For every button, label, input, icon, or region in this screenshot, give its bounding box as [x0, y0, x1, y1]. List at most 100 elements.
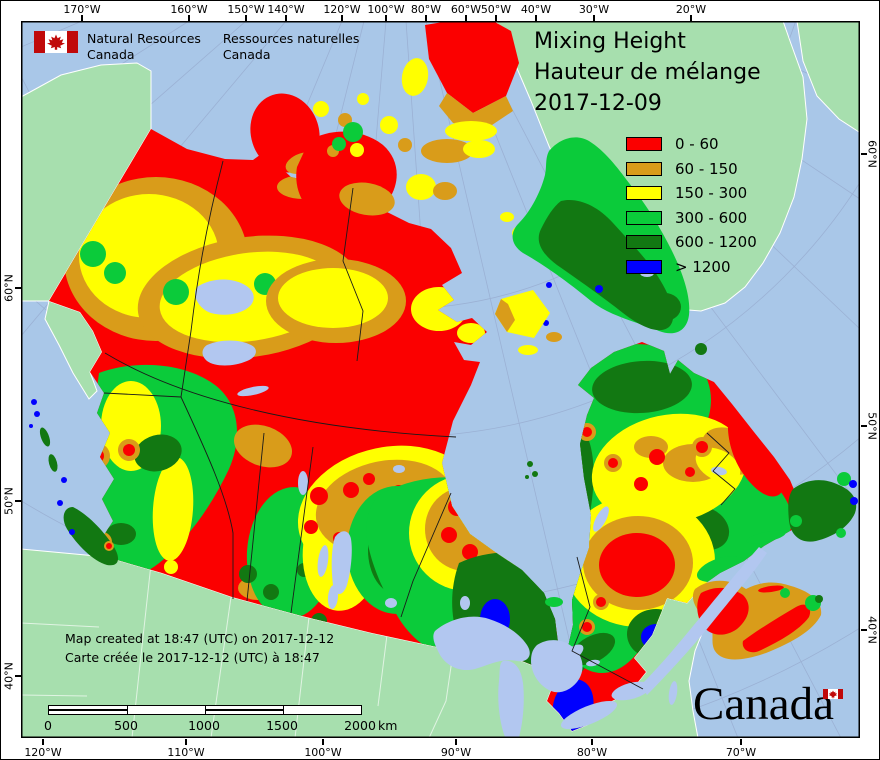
axis-label-bottom: 70°W [725, 746, 757, 759]
axis-label-bottom: 90°W [440, 746, 472, 759]
axis-tick-bottom [455, 739, 457, 745]
legend-label: 150 - 300 [675, 184, 748, 203]
axis-tick-top [81, 15, 83, 21]
axis-label-top: 60°W [450, 3, 482, 16]
pacific-islands [29, 399, 119, 566]
axis-label-top: 150°W [227, 3, 265, 16]
axis-label-top: 30°W [578, 3, 610, 16]
axis-label-right: 50°N [865, 412, 879, 440]
axis-label-top: 50°W [480, 3, 512, 16]
nrcan-en-line1: Natural Resources [87, 31, 201, 46]
legend-swatch [626, 186, 662, 201]
axis-label-top: 140°W [267, 3, 305, 16]
legend-row: 300 - 600 [626, 206, 757, 231]
scale-bar-graphic [48, 705, 362, 715]
map-title: Mixing Height Hauteur de mélange 2017-12… [534, 26, 761, 119]
nrcan-en-line2: Canada [87, 47, 135, 62]
canada-wordmark: Canada [693, 678, 843, 730]
wordmark-flag-icon [823, 689, 843, 699]
scale-number: 1000 [188, 718, 220, 733]
nrcan-fr-line1: Ressources naturelles [222, 31, 360, 46]
axis-label-top: 160°W [170, 3, 208, 16]
scale-bar: km 0 500 1000 1500 2000 [44, 705, 397, 733]
axis-tick-left [15, 287, 21, 289]
legend-swatch [626, 235, 662, 250]
axis-tick-right [861, 153, 867, 155]
axis-label-top: 80°W [410, 3, 442, 16]
credits-french: Carte créée le 2017-12-12 (UTC) à 18:47 [65, 649, 320, 665]
legend-label: > 1200 [675, 257, 731, 276]
axis-label-top: 40°W [520, 3, 552, 16]
map-title-english: Mixing Height [534, 29, 686, 54]
canada-flag-icon [34, 31, 78, 53]
map-credits: Map created at 18:47 (UTC) on 2017-12-12… [65, 630, 334, 667]
legend-label: 0 - 60 [675, 135, 719, 154]
legend-label: 60 - 150 [675, 159, 738, 178]
axis-label-top: 20°W [675, 3, 707, 16]
axis-tick-top [593, 15, 595, 21]
axis-label-top: 100°W [367, 3, 405, 16]
wordmark-text: Canada [693, 678, 834, 730]
axis-tick-left [15, 500, 21, 502]
axis-label-top: 120°W [323, 3, 361, 16]
axis-tick-bottom [591, 739, 593, 745]
nrcan-signature: Natural Resources Canada Ressources natu… [34, 31, 359, 63]
legend-swatch [626, 137, 662, 152]
axis-tick-top [245, 15, 247, 21]
map-border [21, 21, 860, 738]
axis-label-left: 40°N [2, 662, 16, 690]
axis-tick-top [690, 15, 692, 21]
map-title-french: Hauteur de mélange [534, 60, 761, 85]
axis-tick-right [861, 425, 867, 427]
credits-english: Map created at 18:47 (UTC) on 2017-12-12 [65, 631, 335, 646]
nrcan-name-french: Ressources naturelles Canada [223, 31, 359, 63]
legend-swatch [626, 259, 662, 274]
axis-tick-bottom [740, 739, 742, 745]
legend-row: 0 - 60 [626, 132, 757, 157]
legend: 0 - 60 60 - 150 150 - 300 300 - 600 600 - 12… [626, 132, 757, 279]
axis-tick-top [385, 15, 387, 21]
axis-tick-top [425, 15, 427, 21]
provincial-borders [103, 160, 736, 690]
axis-tick-right [861, 629, 867, 631]
scale-number: 500 [114, 718, 138, 733]
axis-tick-top [285, 15, 287, 21]
scale-segment [49, 706, 127, 714]
canada-mixing-height-map [21, 21, 860, 738]
legend-label: 300 - 600 [675, 208, 748, 227]
arctic-islands [250, 21, 707, 607]
scale-segment [127, 706, 205, 714]
map-title-date: 2017-12-09 [534, 91, 662, 116]
nrcan-name-english: Natural Resources Canada [87, 31, 201, 63]
axis-label-right: 40°N [865, 616, 879, 644]
scale-segment [283, 706, 361, 714]
axis-label-left: 60°N [2, 274, 16, 302]
legend-label: 600 - 1200 [675, 233, 757, 252]
legend-row: 150 - 300 [626, 181, 757, 206]
axis-tick-bottom [322, 739, 324, 745]
scale-number: 1500 [266, 718, 298, 733]
axis-tick-top [465, 15, 467, 21]
legend-swatch [626, 210, 662, 225]
axis-label-bottom: 120°W [24, 746, 62, 759]
axis-tick-top [495, 15, 497, 21]
axis-tick-top [341, 15, 343, 21]
axis-tick-bottom [185, 739, 187, 745]
axis-tick-top [188, 15, 190, 21]
scale-unit: km [378, 718, 398, 733]
axis-label-bottom: 110°W [167, 746, 205, 759]
axis-label-bottom: 80°W [576, 746, 608, 759]
legend-swatch [626, 161, 662, 176]
scale-segment [205, 706, 283, 714]
legend-row: 600 - 1200 [626, 230, 757, 255]
lakes-layer [194, 269, 767, 737]
legend-row: > 1200 [626, 255, 757, 280]
axis-label-left: 50°N [2, 487, 16, 515]
scale-number: 2000 [344, 718, 376, 733]
scale-number: 0 [44, 718, 52, 733]
axis-label-top: 170°W [63, 3, 101, 16]
axis-tick-bottom [42, 739, 44, 745]
axis-label-right: 60°N [865, 140, 879, 168]
legend-row: 60 - 150 [626, 157, 757, 182]
